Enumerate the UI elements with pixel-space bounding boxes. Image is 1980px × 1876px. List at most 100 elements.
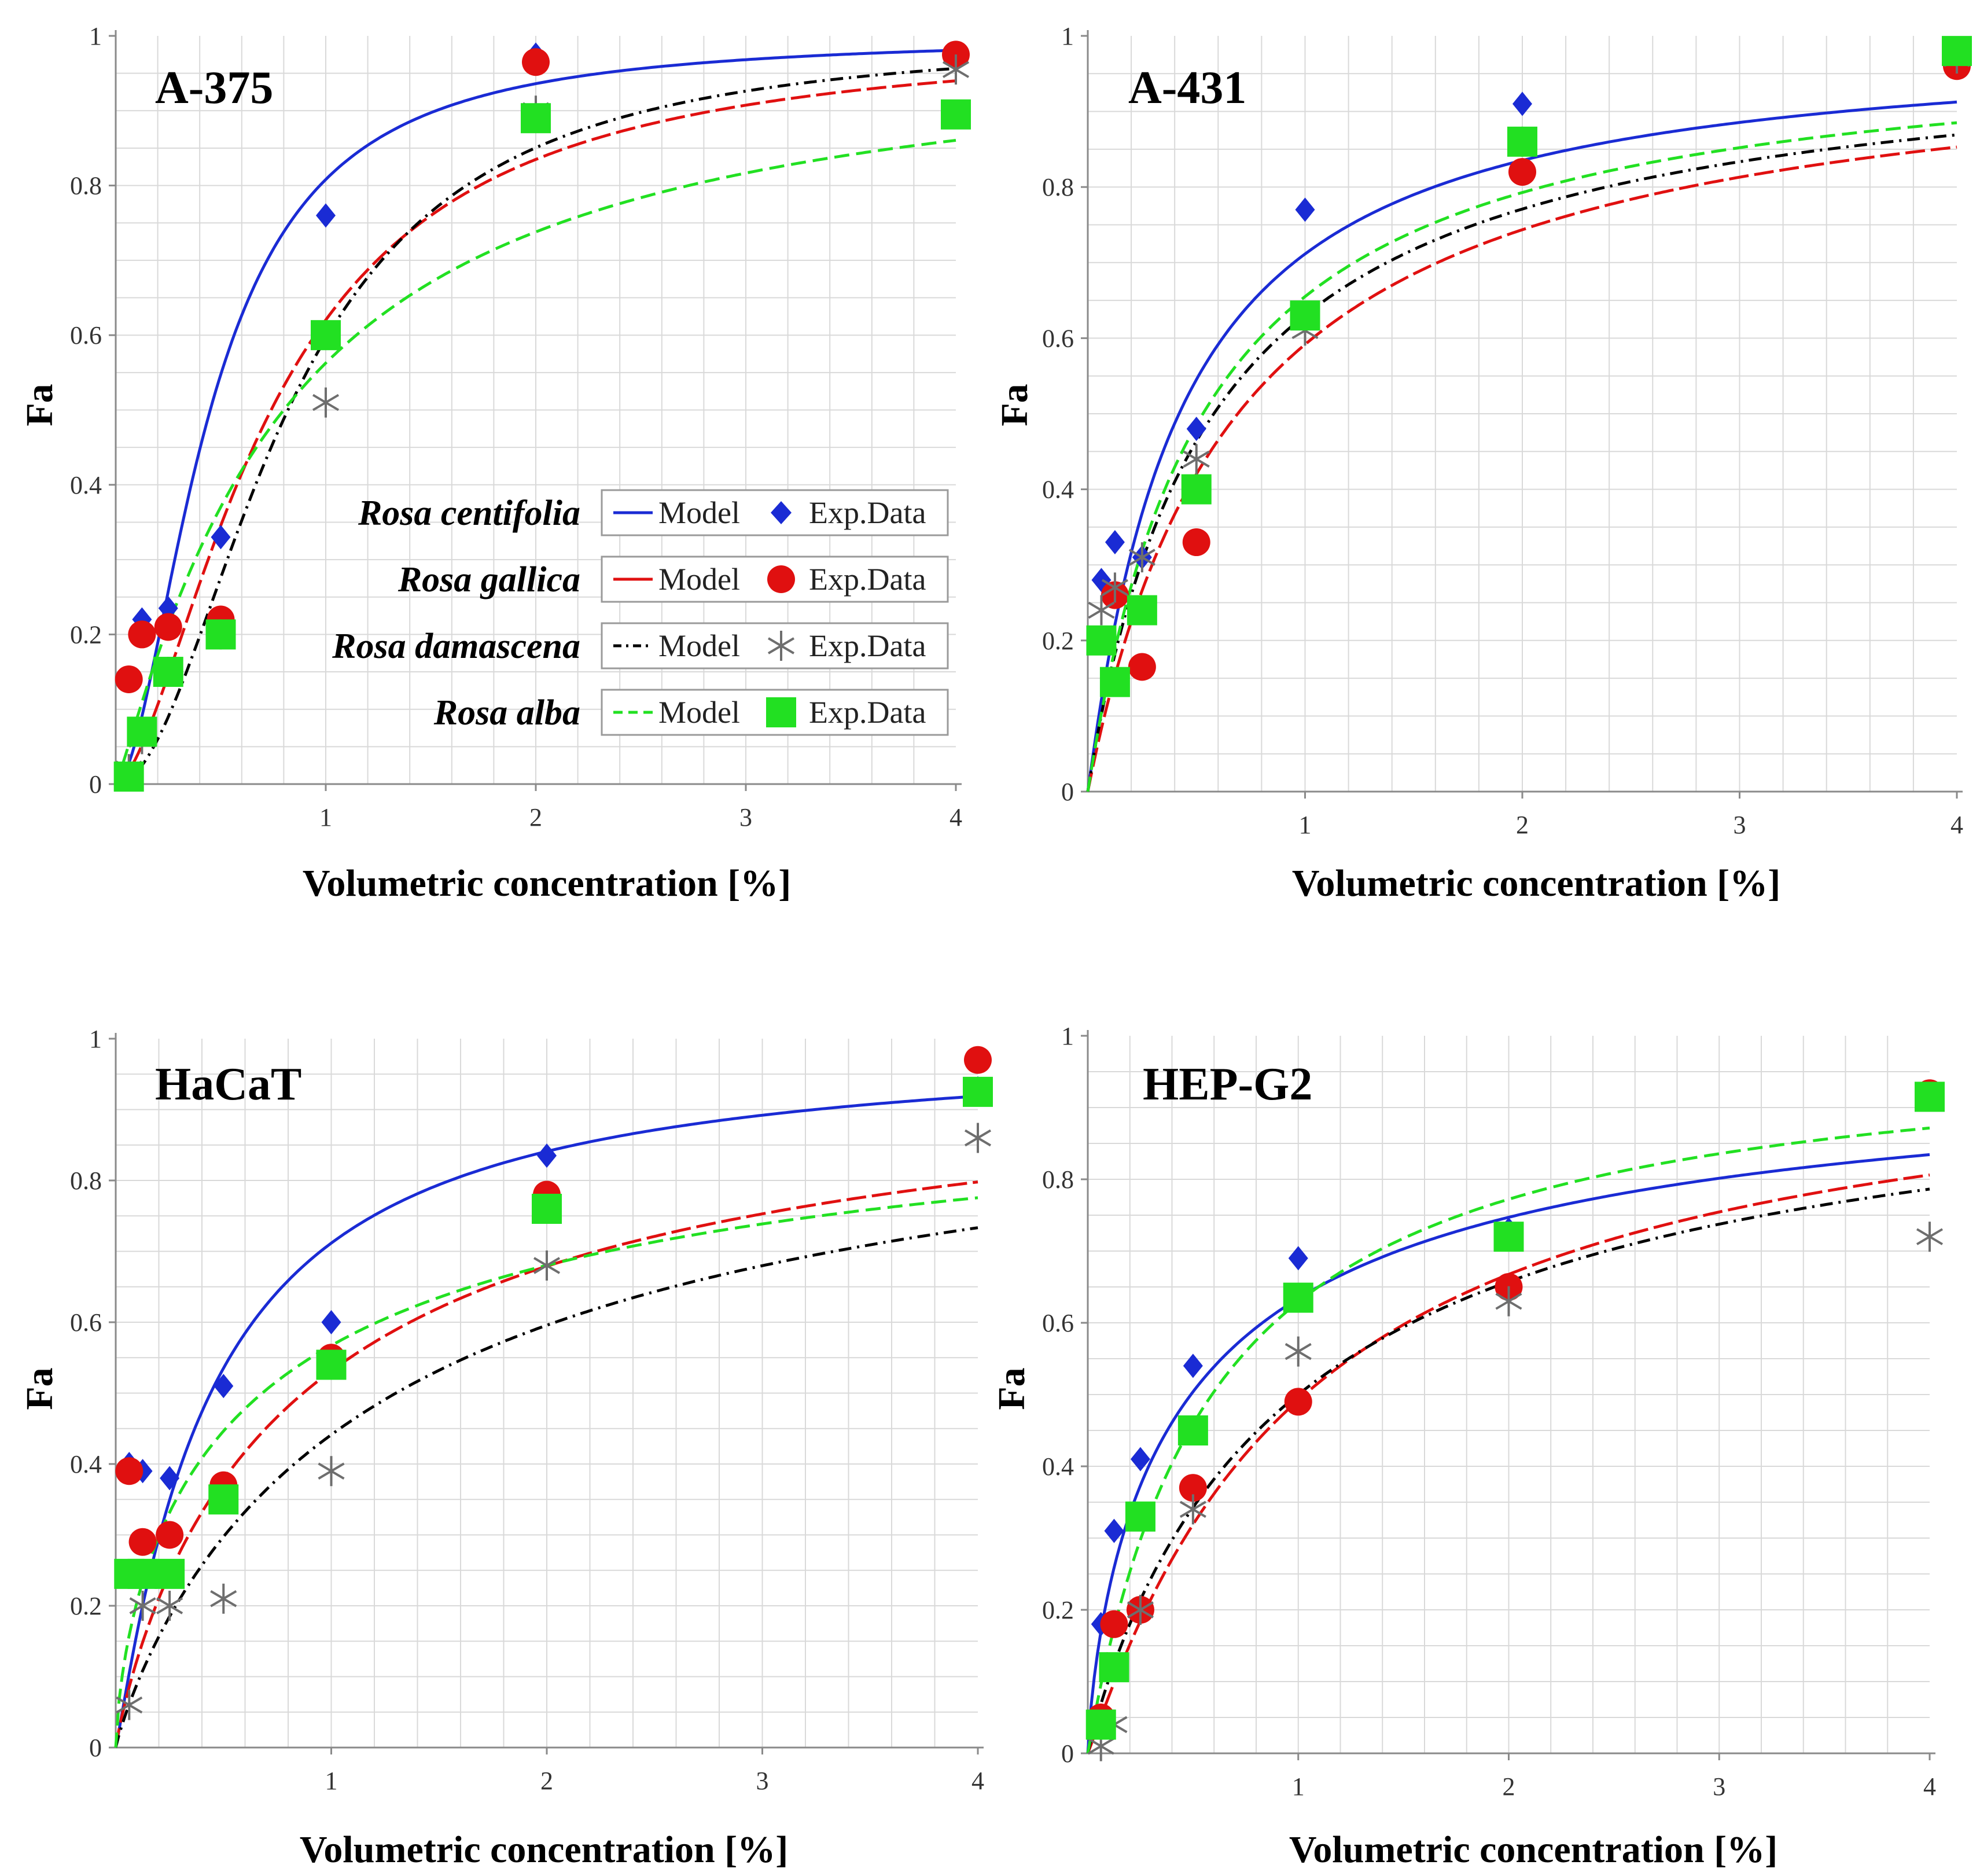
model-curve-rosa-damascena — [1086, 133, 1957, 792]
data-point-rosa-gallica — [156, 1521, 184, 1549]
data-point-rosa-alba — [1099, 667, 1130, 697]
y-axis-label-hepg2: Fa — [991, 1367, 1033, 1410]
data-point-rosa-alba — [153, 657, 183, 687]
y-tick-label: 0.6 — [70, 1308, 102, 1337]
x-tick-label: 1 — [1299, 811, 1312, 839]
legend: Rosa centifolia Model Exp.Data Rosa gall… — [332, 489, 949, 736]
legend-data-label: Exp.Data — [809, 495, 926, 530]
y-tick-label: 1 — [89, 22, 102, 50]
data-point-rosa-damascena — [210, 1583, 237, 1614]
panel-title-hepg2: HEP-G2 — [1143, 1059, 1312, 1110]
legend-model-label: Model — [658, 628, 740, 663]
plot-area-hacat: 1 2 3 4 0 0.2 0.4 0.6 0.8 1 — [70, 1025, 993, 1795]
y-tick-label: 0 — [89, 770, 102, 799]
data-point-rosa-damascena — [156, 1591, 183, 1621]
data-point-rosa-gallica — [964, 1046, 992, 1074]
y-tick-label: 0.8 — [1042, 173, 1074, 201]
data-point-rosa-gallica — [115, 1457, 143, 1485]
y-tick-label: 0 — [1061, 778, 1074, 806]
data-point-rosa-centifolia — [1105, 530, 1125, 555]
y-tick-label: 0.4 — [70, 471, 102, 499]
data-point-rosa-damascena — [116, 1690, 143, 1720]
data-point-rosa-damascena — [1179, 1494, 1206, 1525]
data-point-rosa-damascena — [1088, 595, 1115, 626]
y-tick-label: 0.6 — [70, 321, 102, 350]
data-point-rosa-gallica — [1100, 1610, 1128, 1638]
data-point-rosa-damascena — [533, 1250, 561, 1281]
legend-species-label: Rosa damascena — [332, 627, 580, 666]
data-point-rosa-centifolia — [1104, 1518, 1124, 1543]
panel-title-hacat: HaCaT — [155, 1059, 301, 1110]
y-tick-label: 0.8 — [70, 172, 102, 200]
legend-row-gallica: Rosa gallica Model Exp.Data — [398, 556, 949, 603]
data-point-rosa-gallica — [154, 613, 182, 641]
grid — [116, 36, 956, 784]
x-tick-label: 4 — [1923, 1772, 1936, 1801]
y-tick-label: 0.4 — [1042, 476, 1074, 504]
data-point-rosa-alba — [1942, 36, 1972, 67]
y-tick-label: 0.6 — [1042, 1309, 1074, 1337]
data-point-rosa-damascena — [312, 387, 340, 418]
y-tick-label: 0.6 — [1042, 324, 1074, 352]
data-point-rosa-damascena — [318, 1456, 345, 1487]
y-tick-label: 0.8 — [1042, 1165, 1074, 1194]
data-point-rosa-centifolia — [1186, 417, 1206, 442]
y-axis-label-a431: Fa — [993, 384, 1036, 426]
x-tick-label: 4 — [1950, 811, 1963, 839]
data-point-rosa-alba — [963, 1076, 993, 1107]
y-tick-label: 0.4 — [70, 1450, 102, 1478]
data-point-rosa-alba — [941, 99, 971, 130]
model-curve-rosa-gallica — [114, 1180, 978, 1748]
data-point-rosa-alba — [311, 320, 341, 351]
panel-hepg2: 1 2 3 4 0 0.2 0.4 0.6 0.8 1 HEP-G2 Volumetric con… — [991, 1022, 1945, 1871]
panel-title-a431: A-431 — [1128, 62, 1246, 113]
data-point-rosa-damascena — [1495, 1286, 1522, 1316]
panel-a431: 1 2 3 4 0 0.2 0.4 0.6 0.8 1 A-431 Volumetric conc… — [993, 22, 1972, 904]
data-point-rosa-alba — [1125, 1501, 1155, 1532]
model-curve-rosa-alba — [1086, 1126, 1930, 1754]
data-point-rosa-alba — [1493, 1222, 1524, 1252]
data-point-rosa-gallica — [128, 1528, 157, 1556]
data-point-rosa-centifolia — [1130, 1447, 1150, 1472]
data-point-rosa-alba — [316, 1349, 347, 1380]
data-point-rosa-alba — [1915, 1082, 1945, 1112]
data-point-rosa-gallica — [1284, 1388, 1312, 1416]
y-tick-label: 0.2 — [1042, 627, 1074, 655]
legend-species-label: Rosa gallica — [398, 560, 580, 599]
legend-star-marker — [767, 631, 795, 661]
x-tick-label: 3 — [1734, 811, 1746, 839]
data-point-rosa-centifolia — [1512, 91, 1532, 116]
legend-row-centifolia: Rosa centifolia Model Exp.Data — [358, 489, 949, 536]
data-point-rosa-gallica — [1179, 1474, 1207, 1502]
grid — [1088, 36, 1957, 792]
legend-diamond-marker — [771, 501, 792, 524]
legend-data-label: Exp.Data — [809, 695, 926, 730]
data-point-rosa-gallica — [128, 620, 156, 649]
data-point-rosa-alba — [1290, 300, 1320, 331]
data-point-rosa-gallica — [115, 665, 143, 693]
data-point-rosa-alba — [1507, 126, 1537, 157]
panel-a375: 1 2 3 4 0 0.2 0.4 0.6 0.8 1 A-375 Volumetric conc… — [19, 22, 971, 904]
model-curve-rosa-damascena — [1086, 1187, 1930, 1754]
model-curve-rosa-centifolia — [115, 49, 956, 786]
data-point-rosa-gallica — [522, 48, 550, 76]
model-curve-rosa-alba — [114, 139, 956, 785]
y-tick-label: 1 — [89, 1025, 102, 1053]
data-point-rosa-centifolia — [214, 1374, 234, 1399]
x-tick-label: 4 — [949, 803, 962, 832]
data-point-rosa-damascena — [1128, 542, 1155, 573]
data-point-rosa-alba — [1127, 595, 1157, 626]
legend-data-label: Exp.Data — [809, 628, 926, 663]
legend-model-label: Model — [658, 695, 740, 730]
y-tick-label: 0.2 — [70, 1592, 102, 1620]
data-point-rosa-alba — [1099, 1652, 1129, 1683]
data-point-rosa-damascena — [1127, 1595, 1154, 1625]
data-point-rosa-centifolia — [316, 203, 336, 228]
data-point-rosa-gallica — [1128, 653, 1156, 681]
legend-row-damascena: Rosa damascena Model Exp.Data — [332, 622, 949, 670]
model-curve-rosa-damascena — [115, 67, 956, 786]
data-point-rosa-alba — [532, 1194, 562, 1224]
data-point-rosa-damascena — [1916, 1222, 1944, 1252]
data-point-rosa-alba — [1283, 1282, 1313, 1313]
